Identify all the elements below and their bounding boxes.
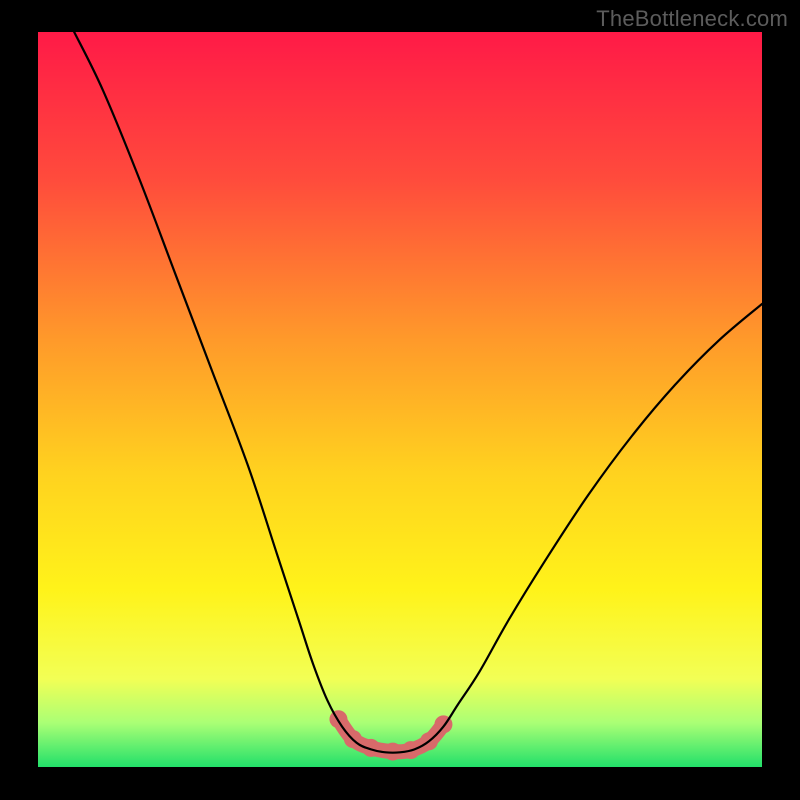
watermark-text: TheBottleneck.com bbox=[596, 6, 788, 32]
chart-svg bbox=[38, 32, 762, 767]
bottleneck-curve bbox=[74, 32, 762, 753]
chart-frame: TheBottleneck.com bbox=[0, 0, 800, 800]
plot-area bbox=[38, 32, 762, 767]
